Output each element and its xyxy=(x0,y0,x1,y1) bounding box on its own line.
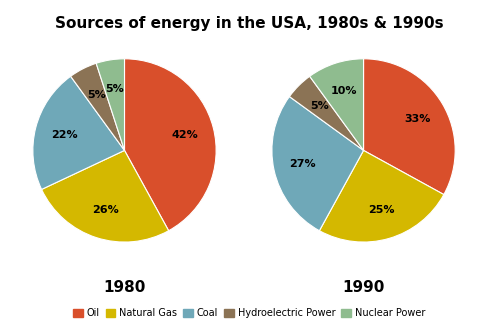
Wedge shape xyxy=(272,96,364,231)
Wedge shape xyxy=(42,150,169,242)
Text: 22%: 22% xyxy=(51,130,78,140)
Wedge shape xyxy=(289,76,364,150)
Wedge shape xyxy=(319,150,444,242)
Wedge shape xyxy=(364,59,455,195)
Text: 26%: 26% xyxy=(92,205,119,215)
Text: 5%: 5% xyxy=(106,84,124,94)
Wedge shape xyxy=(124,59,216,231)
Text: 27%: 27% xyxy=(289,159,316,169)
Text: Sources of energy in the USA, 1980s & 1990s: Sources of energy in the USA, 1980s & 19… xyxy=(55,16,443,31)
Text: 5%: 5% xyxy=(310,101,329,112)
Text: 1990: 1990 xyxy=(342,280,385,295)
Text: 25%: 25% xyxy=(368,205,394,215)
Wedge shape xyxy=(96,59,124,150)
Legend: Oil, Natural Gas, Coal, Hydroelectric Power, Nuclear Power: Oil, Natural Gas, Coal, Hydroelectric Po… xyxy=(69,304,429,322)
Text: 1980: 1980 xyxy=(103,280,146,295)
Wedge shape xyxy=(33,76,124,189)
Text: 10%: 10% xyxy=(331,86,358,96)
Text: 33%: 33% xyxy=(404,114,430,124)
Wedge shape xyxy=(310,59,364,150)
Wedge shape xyxy=(71,63,124,150)
Text: 42%: 42% xyxy=(171,130,198,140)
Text: 5%: 5% xyxy=(87,90,106,100)
